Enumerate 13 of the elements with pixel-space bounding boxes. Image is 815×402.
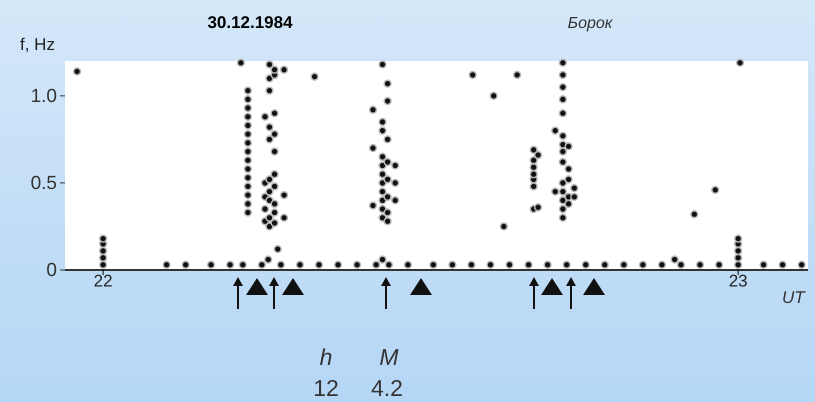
x-axis-title: UT — [782, 288, 806, 307]
text: M — [379, 344, 400, 370]
y-axis-title: f, Hz — [20, 35, 55, 54]
y-tick-label: 0 — [46, 260, 57, 282]
y-tick-label: 1.0 — [30, 86, 57, 107]
chart-subtitle: Борок — [568, 15, 614, 32]
text: 12 — [313, 375, 339, 401]
x-tick-label: 23 — [728, 272, 748, 290]
y-tick-label: 0.5 — [30, 172, 57, 194]
x-tick-label: 22 — [94, 272, 113, 290]
text: h — [320, 344, 332, 370]
text: 4.2 — [371, 375, 403, 401]
chart-title: 30.12.1984 — [207, 13, 294, 32]
